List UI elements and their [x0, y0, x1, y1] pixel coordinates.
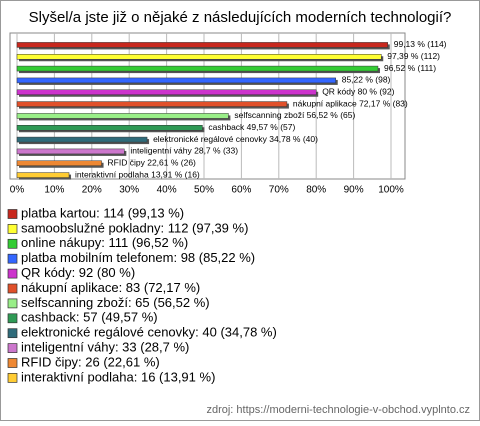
- legend-swatch: [7, 253, 18, 264]
- bar: [16, 54, 382, 60]
- value-label: 85,22 % (98): [342, 75, 391, 85]
- legend-label: online nákupy: 111 (96,52 %): [21, 235, 188, 250]
- bar: [16, 125, 203, 131]
- bar: [16, 113, 229, 119]
- value-label: interaktivní podlaha 13,91 % (16): [75, 169, 200, 179]
- legend-label: platba kartou: 114 (99,13 %): [21, 205, 184, 220]
- legend-label: selfscanning zboží: 65 (56,52 %): [21, 295, 210, 310]
- x-tick-label: 40%: [157, 185, 177, 196]
- legend-swatch: [7, 209, 18, 219]
- x-tick-label: 20%: [82, 185, 102, 196]
- x-tick-label: 100%: [378, 185, 404, 196]
- source: zdroj: https://moderni-technologie-v-obc…: [206, 404, 470, 416]
- legend-label: interaktivní podlaha: 16 (13,91 %): [21, 369, 215, 384]
- legend-label: samoobslužné pokladny: 112 (97,39 %): [21, 220, 248, 235]
- legend-label: nákupní aplikace: 83 (72,17 %): [21, 280, 200, 295]
- bar: [16, 172, 70, 178]
- legend-swatch: [7, 343, 18, 353]
- x-tick-label: 50%: [194, 185, 214, 196]
- bar: [16, 65, 379, 72]
- value-label: selfscanning zboží 56,52 % (65): [234, 110, 355, 120]
- value-label: 99,13 % (114): [394, 39, 447, 49]
- legend-label: platba mobilním telefonem: 98 (85,22 %): [21, 250, 255, 265]
- x-tick-label: 80%: [306, 185, 326, 196]
- legend-label: QR kódy: 92 (80 %): [21, 265, 135, 280]
- bar: [16, 136, 148, 143]
- bar: [16, 42, 388, 48]
- x-tick-label: 90%: [344, 185, 364, 196]
- bar: [16, 77, 336, 84]
- x-tick-label: 60%: [231, 185, 251, 196]
- legend-swatch: [7, 238, 18, 249]
- value-label: cashback 49,57 % (57): [208, 122, 295, 132]
- bar: [16, 160, 102, 166]
- legend-swatch: [7, 313, 18, 324]
- legend-swatch: [7, 298, 18, 309]
- x-tick-label: 30%: [119, 185, 139, 196]
- value-label: 96,52 % (111): [384, 63, 436, 73]
- legend-label: elektronické regálové cenovky: 40 (34,78…: [21, 325, 277, 340]
- value-label: nákupní aplikace 72,17 % (83): [293, 98, 408, 108]
- legend-label: RFID čipy: 26 (22,61 %): [21, 354, 160, 369]
- legend-swatch: [7, 268, 18, 279]
- value-label: inteligentní váhy 28,7 % (33): [130, 146, 238, 156]
- bar: [16, 148, 125, 155]
- chart-title: Slyšel/a jste již o nějaké z následující…: [29, 9, 452, 26]
- value-label: RFID čipy 22,61 % (26): [108, 158, 197, 168]
- bar: [16, 101, 288, 107]
- value-label: QR kódy 80 % (92): [322, 87, 394, 97]
- bar: [16, 89, 317, 95]
- legend-swatch: [7, 358, 18, 368]
- legend-swatch: [7, 328, 18, 339]
- x-tick-label: 10%: [44, 185, 64, 196]
- legend-swatch: [7, 283, 18, 294]
- legend-swatch: [7, 224, 18, 234]
- legend-label: inteligentní váhy: 33 (28,7 %): [21, 340, 189, 355]
- x-tick-label: 70%: [269, 185, 289, 196]
- legend-swatch: [7, 373, 18, 383]
- value-label: 97,39 % (112): [387, 51, 440, 61]
- value-label: elektronické regálové cenovky 34,78 % (4…: [153, 134, 318, 144]
- x-tick-label: 0%: [10, 185, 25, 196]
- legend-label: cashback: 57 (49,57 %): [21, 310, 158, 325]
